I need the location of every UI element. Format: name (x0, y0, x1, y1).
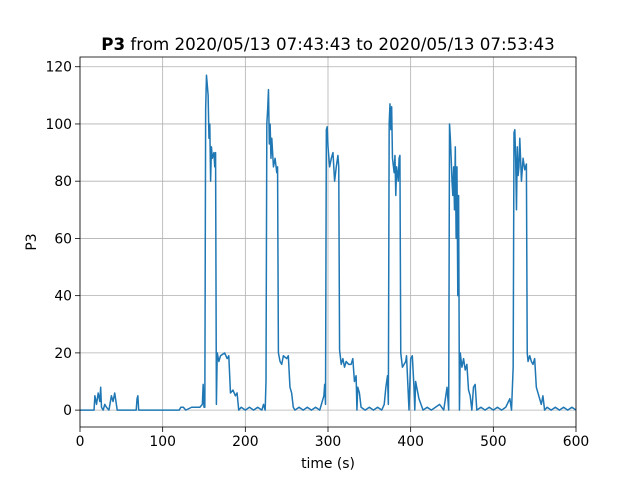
x-tick-label: 400 (397, 434, 424, 450)
title-rest: from 2020/05/13 07:43:43 to 2020/05/13 0… (130, 34, 554, 54)
x-tick-label: 0 (76, 434, 85, 450)
y-tick-label: 0 (63, 403, 72, 419)
x-tick-label: 500 (480, 434, 507, 450)
chart-title: P3 from 2020/05/13 07:43:43 to 2020/05/1… (101, 34, 555, 54)
x-tick-label: 200 (232, 434, 259, 450)
y-axis-label: P3 (24, 233, 40, 250)
y-tick-label: 20 (54, 346, 72, 362)
x-tick-label: 100 (149, 434, 176, 450)
x-axis-label: time (s) (301, 456, 355, 472)
y-tick-label: 120 (45, 60, 72, 76)
title-bold: P3 (101, 34, 125, 54)
y-tick-label: 100 (45, 117, 72, 133)
y-tick-label: 80 (54, 174, 72, 190)
y-tick-label: 60 (54, 231, 72, 247)
x-tick-label: 300 (315, 434, 342, 450)
x-tick-label: 600 (563, 434, 590, 450)
axes-frame (79, 56, 577, 428)
y-tick-label: 40 (54, 289, 72, 305)
data-line (80, 74, 577, 411)
